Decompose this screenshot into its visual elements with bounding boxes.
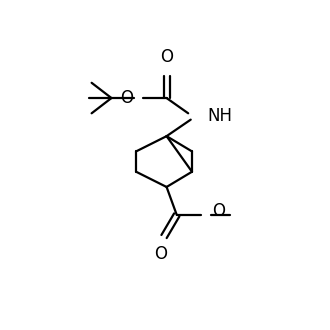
Text: O: O — [212, 202, 225, 220]
Text: NH: NH — [207, 107, 232, 125]
Text: O: O — [160, 48, 173, 66]
Text: O: O — [120, 89, 133, 107]
Text: O: O — [154, 245, 167, 263]
